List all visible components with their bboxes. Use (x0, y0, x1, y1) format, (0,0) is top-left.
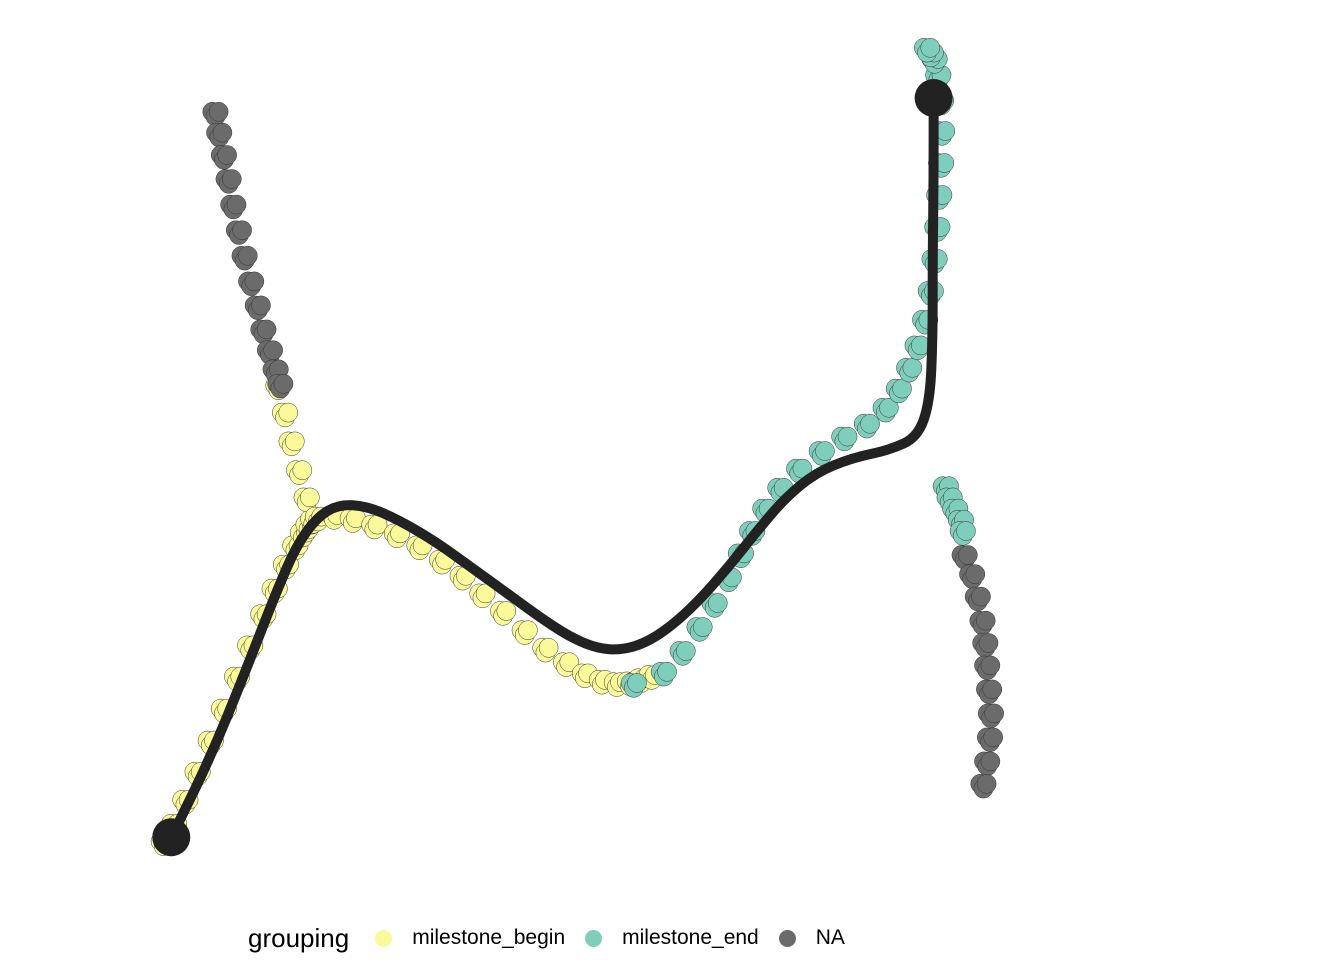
data-point (496, 601, 517, 621)
legend-key-na (778, 929, 796, 947)
data-point (676, 641, 696, 661)
legend-item-milestone-end: milestone_end (585, 926, 759, 950)
data-point (982, 679, 1003, 700)
legend-label-milestone-begin: milestone_begin (412, 926, 566, 949)
data-point (984, 703, 1004, 724)
data-point (657, 662, 677, 682)
data-point (983, 727, 1003, 748)
data-point (238, 246, 258, 266)
data-point (263, 340, 283, 360)
milestone-node (914, 79, 953, 117)
data-point (935, 121, 956, 141)
series-na (202, 102, 1004, 799)
legend-label-milestone-end: milestone_end (622, 926, 759, 949)
legend: grouping milestone_begin milestone_end N… (248, 918, 865, 958)
data-point (860, 414, 880, 434)
data-point (708, 593, 728, 613)
data-point (965, 564, 986, 584)
trajectory-plot (150, 38, 1004, 857)
series-milestone-end (620, 38, 976, 698)
data-point (222, 169, 242, 189)
data-point (958, 545, 978, 565)
data-point (256, 319, 277, 340)
series-milestone-begin (150, 375, 665, 856)
data-point (627, 673, 647, 693)
data-point (975, 610, 996, 631)
data-point (920, 38, 940, 58)
data-point (815, 441, 835, 461)
legend-label-na: NA (815, 926, 845, 949)
data-point (538, 638, 559, 658)
data-point (285, 431, 305, 452)
data-point (244, 271, 265, 292)
legend-item-na: NA (778, 926, 845, 950)
data-point (251, 295, 271, 316)
data-point (278, 402, 298, 423)
legend-key-milestone-begin (375, 929, 393, 947)
data-point (971, 586, 991, 607)
data-point (879, 398, 899, 418)
data-point (212, 122, 233, 143)
data-point (292, 460, 313, 480)
data-point (978, 633, 999, 653)
data-point (518, 620, 538, 640)
data-point (980, 751, 1001, 772)
trajectory-line (166, 93, 939, 843)
legend-item-milestone-begin: milestone_begin (375, 926, 565, 950)
data-point (273, 374, 294, 394)
data-point (693, 617, 713, 637)
data-point (559, 652, 580, 672)
milestone-node (152, 818, 191, 857)
data-point (976, 774, 997, 794)
legend-key-milestone-end (585, 929, 603, 947)
data-point (226, 194, 247, 215)
data-point (217, 145, 237, 165)
data-point (902, 358, 923, 378)
data-point (208, 102, 229, 122)
data-point (837, 426, 858, 447)
data-point (300, 487, 320, 508)
data-point (980, 655, 1001, 676)
data-point (956, 521, 976, 541)
legend-title: grouping (248, 922, 350, 953)
data-point (232, 220, 252, 240)
